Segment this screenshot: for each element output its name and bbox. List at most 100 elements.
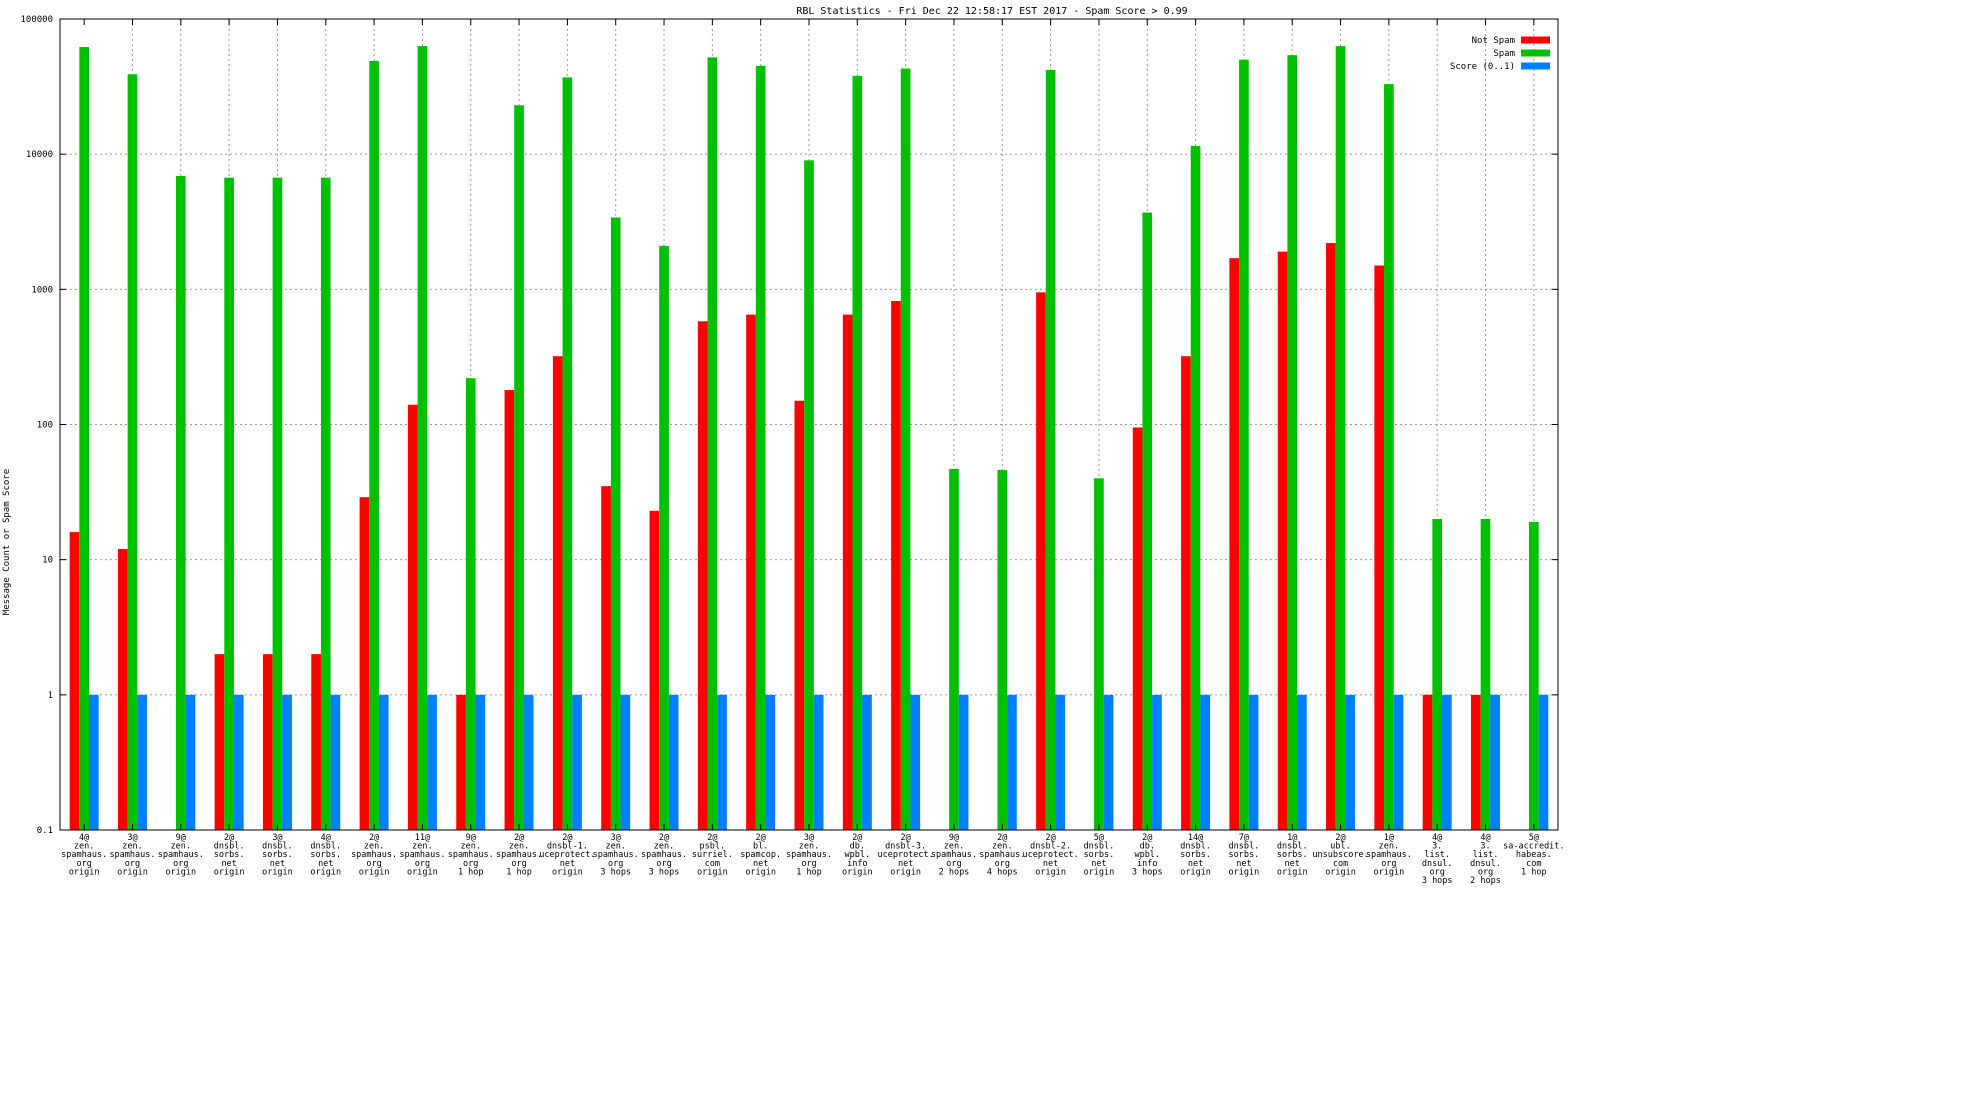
bar-not-spam: [1229, 258, 1240, 830]
x-tick-label-line: net: [1091, 859, 1106, 869]
x-tick-label-line: zen.: [74, 842, 94, 852]
x-tick-label: 3@ zen. spamhaus. org 1 hop: [786, 833, 832, 877]
bar-not-spam: [69, 532, 80, 830]
bar-score-0-1: [523, 694, 534, 830]
y-tick-label: 1: [48, 691, 53, 701]
x-tick-label: 1@ dnsbl. sorbs. net origin: [1277, 833, 1308, 877]
x-tick-label-line: origin: [407, 867, 438, 877]
x-tick-label-line: unsubscore.: [1312, 850, 1368, 860]
legend-label: Score (0..1): [1450, 62, 1515, 72]
bar-not-spam: [1277, 251, 1288, 830]
x-tick-label-line: origin: [1180, 867, 1211, 877]
bar-score-0-1: [88, 694, 99, 830]
x-tick-label-line: 2@: [659, 833, 669, 843]
x-tick-label-line: 14@: [1188, 833, 1203, 843]
x-tick-label-line: origin: [745, 867, 776, 877]
x-tick-label-line: net: [1043, 859, 1058, 869]
x-tick-label-line: net: [1188, 859, 1203, 869]
x-tick-label-line: spamhaus.: [593, 850, 639, 860]
x-tick-label: 2@ dnsbl-2. uceprotect. net origin: [1022, 833, 1078, 877]
x-tick-label-line: zen.: [171, 842, 191, 852]
x-tick-label: 4@ 3. list. dnsul. org 2 hops: [1470, 833, 1501, 886]
x-tick-label-line: net: [1236, 859, 1251, 869]
x-tick-label-line: 2@: [756, 833, 766, 843]
x-tick-label-line: 2@: [852, 833, 862, 843]
x-tick-label-line: 2@: [562, 833, 572, 843]
x-tick-label-line: spamhaus.: [786, 850, 832, 860]
x-tick-label-line: zen.: [654, 842, 674, 852]
bar-score-0-1: [137, 694, 147, 830]
x-tick-label-line: org: [995, 859, 1010, 869]
x-tick-label-line: 9@: [176, 833, 186, 843]
x-tick-label-line: net: [898, 859, 913, 869]
bar-score-0-1: [1152, 694, 1162, 830]
x-tick-label: 5@ sa-accredit. habeas. com 1 hop: [1503, 833, 1564, 877]
x-tick-label-line: origin: [1035, 867, 1066, 877]
x-tick-label-line: origin: [890, 867, 921, 877]
x-tick-label-line: 3@: [804, 833, 814, 843]
bar-score-0-1: [475, 694, 486, 830]
bar-spam: [1045, 69, 1056, 831]
bar-spam: [272, 177, 283, 831]
x-tick-label: 2@ db. wpbl. info origin: [842, 833, 873, 877]
x-tick-label-line: zen.: [944, 842, 964, 852]
bar-spam: [1287, 55, 1298, 830]
y-axis-label: Message Count or Spam Score: [2, 469, 12, 615]
x-tick-label-line: origin: [1084, 867, 1115, 877]
bar-spam: [320, 177, 331, 831]
x-tick-label: 9@ zen. spamhaus. org origin: [158, 833, 204, 877]
bar-score-0-1: [1442, 694, 1452, 830]
x-tick-label-line: 3@: [272, 833, 282, 843]
x-tick-label-line: psbl.: [700, 842, 726, 852]
x-tick-label-line: origin: [165, 867, 196, 877]
bar-spam: [949, 468, 959, 830]
bar-not-spam: [1374, 265, 1385, 830]
legend: Not Spam Spam Score (0..1): [1450, 36, 1550, 72]
x-tick-label-line: spamhaus.: [448, 850, 494, 860]
bar-score-0-1: [620, 694, 631, 830]
x-tick-label-line: 4 hops: [987, 867, 1018, 877]
x-tick-label-line: dnsbl.: [1277, 842, 1308, 852]
x-tick-label-line: net: [221, 859, 236, 869]
x-tick-label-line: uceprotect.: [877, 850, 933, 860]
x-tick-label-line: org: [1478, 867, 1493, 877]
bar-not-spam: [649, 510, 660, 830]
x-tick-label-line: 4@: [1432, 833, 1442, 843]
x-tick-label-line: list.: [1473, 850, 1499, 860]
x-tick-label-line: 1@: [1287, 833, 1297, 843]
x-tick-label: 2@ dnsbl. sorbs. net origin: [214, 833, 245, 877]
x-tick-label-line: com: [705, 859, 720, 869]
x-tick-label-line: 3@: [127, 833, 137, 843]
bar-spam: [997, 470, 1008, 830]
x-tick-label-line: zen.: [992, 842, 1012, 852]
y-tick-label: 100000: [20, 15, 53, 25]
x-tick-label: 2@ zen. spamhaus. org 4 hops: [979, 833, 1025, 877]
x-tick-label-line: org: [656, 859, 671, 869]
x-tick-label-line: origin: [214, 867, 245, 877]
x-tick-label-line: dnsbl-2.: [1030, 842, 1071, 852]
x-tick-label-line: 3.: [1480, 842, 1490, 852]
x-tick-label-line: origin: [1229, 867, 1260, 877]
bar-not-spam: [1036, 292, 1046, 830]
bar-not-spam: [842, 314, 853, 830]
x-tick-label-line: zen.: [460, 842, 480, 852]
bar-score-0-1: [1345, 694, 1356, 830]
x-tick-label-line: net: [270, 859, 285, 869]
x-tick-label-line: 3 hops: [1422, 876, 1453, 886]
x-tick-label-line: dnsbl.: [1180, 842, 1211, 852]
x-tick-label: 2@ ubl. unsubscore. com origin: [1312, 833, 1368, 877]
x-tick-label-line: org: [125, 859, 140, 869]
x-tick-label-line: 4@: [1480, 833, 1490, 843]
x-tick-label-line: dnsbl-1.: [547, 842, 588, 852]
x-tick-label-line: zen.: [605, 842, 625, 852]
x-tick-label-line: org: [366, 859, 381, 869]
x-tick-label-line: com: [1526, 859, 1541, 869]
x-tick-label-line: origin: [310, 867, 341, 877]
x-tick-label: 2@ dnsbl-1. uceprotect. net origin: [539, 833, 595, 877]
x-tick-label-line: org: [511, 859, 526, 869]
x-tick-label-line: origin: [262, 867, 293, 877]
x-tick-label-line: sorbs.: [1229, 850, 1260, 860]
x-tick-label-line: spamhaus.: [979, 850, 1025, 860]
x-tick-label-line: spamhaus.: [641, 850, 687, 860]
